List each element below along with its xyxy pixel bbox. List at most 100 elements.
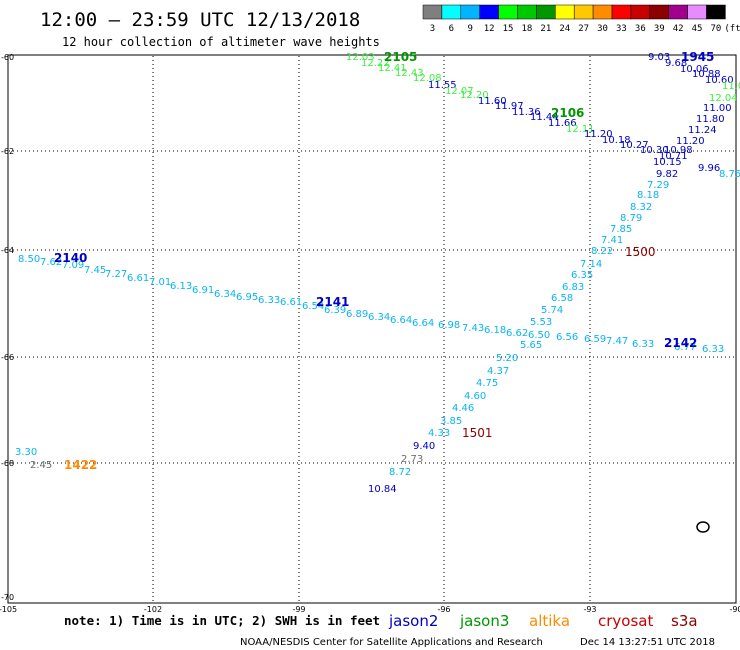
lon-tick-label: -90 [729, 605, 740, 614]
wave-height-value: 5.53 [530, 317, 552, 328]
wave-height-value: 7.01 [149, 277, 171, 288]
wave-height-value: 8.79 [620, 213, 642, 224]
wave-height-value: 6.13 [170, 281, 192, 292]
wave-height-value: 10.98 [664, 145, 693, 156]
legend-swatch [573, 4, 594, 20]
track-time-label: 2141 [316, 295, 349, 309]
island-outline [696, 521, 710, 533]
wave-height-value: 6.77 [674, 342, 696, 353]
map-subtitle: 12 hour collection of altimeter wave hei… [62, 35, 380, 49]
track-time-label: 1500 [625, 245, 656, 259]
wave-height-value: 10.88 [692, 69, 721, 80]
wave-height-value: 3.85 [440, 416, 462, 427]
lon-tick-label: -96 [437, 605, 450, 614]
wave-height-value: 6.95 [236, 292, 258, 303]
wave-height-value: 4.75 [476, 378, 498, 389]
wave-height-value: 8.32 [630, 202, 652, 213]
legend-label: 24 [559, 24, 570, 34]
wave-height-value: 10.18 [602, 135, 631, 146]
legend-swatch [460, 4, 480, 20]
wave-height-value: 2.73 [401, 454, 423, 465]
wave-height-value: 6.62 [506, 328, 528, 339]
lon-tick-label: -105 [0, 605, 17, 614]
legend-swatch [517, 4, 537, 20]
legend-label: 39 [654, 24, 665, 34]
wave-height-value: 9.96 [698, 163, 720, 174]
legend-swatch [687, 4, 707, 20]
wave-height-value: 4.60 [464, 391, 486, 402]
wave-height-value: 7.62 [40, 257, 62, 268]
tick-labels: -105 -102 -99 -96 -93 -90 -60 -62 -64 -66 -68 -70 [0, 53, 740, 614]
wave-height-value: 11.66 [548, 118, 577, 129]
legend-swatch [536, 4, 556, 20]
wave-height-value: 11.20 [676, 136, 705, 147]
wave-height-value: 6.61 [127, 273, 149, 284]
lon-tick-label: -99 [292, 605, 305, 614]
legend-label: 30 [597, 24, 608, 34]
track-time-label: 2105 [384, 50, 417, 64]
legend-swatch [630, 4, 651, 20]
legend-label: 9 [468, 24, 473, 34]
wave-height-value: 4.46 [452, 403, 474, 414]
legend-swatch [592, 4, 613, 20]
track-time-label: 1945 [681, 50, 714, 64]
satellite-name: cryosat [598, 612, 653, 630]
wave-height-value: 10.84 [368, 484, 397, 495]
wave-height-value: 6.39 [324, 305, 346, 316]
wave-height-value: 11.55 [428, 80, 457, 91]
wave-height-value: 10.27 [620, 140, 649, 151]
wave-height-value: 11.36 [512, 107, 541, 118]
lon-tick-label: -93 [583, 605, 596, 614]
wave-height-value: 6.54 [302, 301, 324, 312]
wave-height-value: 12.11 [566, 124, 595, 135]
wave-height-value: 7.45 [84, 265, 106, 276]
legend-swatch [479, 4, 499, 20]
wave-height-value: 10.15 [653, 157, 682, 168]
wave-height-value: 4.37 [487, 366, 509, 377]
wave-height-value: 6.34 [214, 289, 236, 300]
wave-height-value: 12.03 [346, 52, 375, 63]
wave-height-value: 6.35 [571, 270, 593, 281]
legend-label: 12 [484, 24, 495, 34]
legend-label: 45 [692, 24, 703, 34]
wave-height-value: 11.60 [478, 96, 507, 107]
wave-height-value: 12.43 [395, 68, 424, 79]
wave-height-value: 8.18 [637, 190, 659, 201]
legend-label: 15 [503, 24, 514, 34]
wave-height-value: 7.14 [580, 259, 602, 270]
wave-height-value: 7.43 [462, 323, 484, 334]
legend-swatch [706, 4, 726, 20]
wave-height-value: 11.00 [703, 103, 732, 114]
legend-label: 70 [711, 24, 722, 34]
wave-height-value: 6.61 [280, 297, 302, 308]
lon-tick-label: -102 [144, 605, 162, 614]
wave-height-value: 3.30 [15, 447, 37, 458]
footer-timestamp: Dec 14 13:27:51 UTC 2018 [580, 637, 715, 648]
track-time-label: 2140 [54, 251, 87, 265]
wave-height-value: 11.24 [688, 125, 717, 136]
satellite-name: s3a [671, 612, 698, 630]
wave-height-value: 7.27 [105, 269, 127, 280]
wave-height-value: 5.74 [541, 305, 563, 316]
wave-height-value: 11.97 [495, 101, 524, 112]
wave-height-value: 12.07 [445, 86, 474, 97]
track-time-label: 1501 [462, 426, 493, 440]
wave-height-value: 12.22 [361, 58, 390, 69]
wave-height-value: 8.75 [719, 169, 740, 180]
lat-tick-label: -68 [1, 459, 14, 468]
legend-label: 3 [430, 24, 435, 34]
wave-height-value: 11.80 [696, 114, 725, 125]
lat-tick-label: -60 [1, 53, 14, 62]
satellite-name: altika [529, 612, 570, 630]
satellite-legend: jason2 jason3 altika cryosat s3a [388, 612, 698, 630]
lat-lon-grid [9, 56, 735, 602]
wave-height-value: 10.71 [659, 151, 688, 162]
wave-height-value: 9.40 [413, 441, 435, 452]
wave-height-value: 11.04 [722, 81, 740, 92]
wave-height-value: 6.59 [584, 334, 606, 345]
wave-height-value: 10.60 [705, 75, 734, 86]
legend-swatch [555, 4, 575, 20]
legend-swatch [441, 4, 462, 20]
